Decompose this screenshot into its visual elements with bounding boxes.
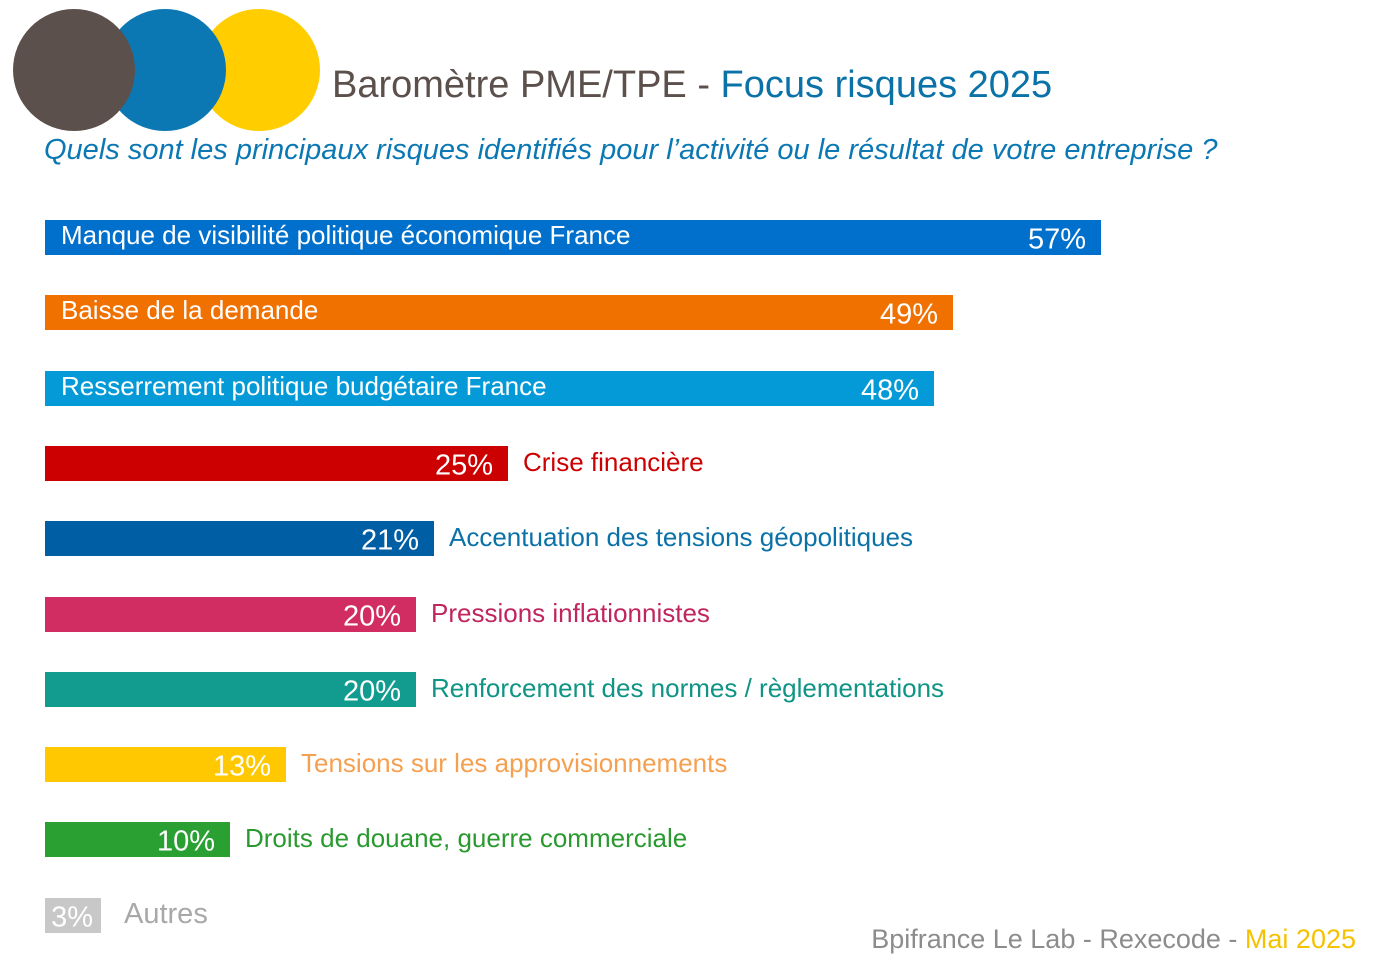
bar: 48% Resserrement politique budgétaire Fra… xyxy=(45,371,934,406)
bar-category-label: Droits de douane, guerre commerciale xyxy=(245,823,688,853)
bar: 20% xyxy=(45,672,416,707)
bar-category-label: Pressions inflationnistes xyxy=(431,598,710,628)
logo xyxy=(0,0,340,140)
chart-question: Quels sont les principaux risques identi… xyxy=(44,134,1218,166)
bar-category-label: Baisse de la demande xyxy=(61,294,319,325)
bar-category-label: Manque de visibilité politique économiqu… xyxy=(61,219,631,250)
title-main: Baromètre PME/TPE xyxy=(332,64,687,106)
bar-value-label: 48% xyxy=(860,373,919,406)
bar-category-label: Tensions sur les approvisionnements xyxy=(301,748,728,778)
title-separator: - xyxy=(697,64,710,106)
source-credit: Bpifrance Le Lab - Rexecode - Mai 2025 xyxy=(871,924,1356,955)
bar-category-label: Resserrement politique budgétaire France xyxy=(61,370,547,401)
logo-circle-brown xyxy=(13,9,135,131)
bar-category-label: Renforcement des normes / règlementation… xyxy=(431,673,945,703)
title-accent: Focus risques 2025 xyxy=(720,64,1053,106)
bar: 25% xyxy=(45,446,508,481)
bar-value-label: 3% xyxy=(51,900,93,933)
bar: 3% xyxy=(45,898,101,933)
bar-value-label: 49% xyxy=(879,297,938,330)
bar-value-label: 10% xyxy=(156,824,215,857)
bar: 13% xyxy=(45,747,286,782)
bar-value-label: 25% xyxy=(434,448,493,481)
bar-category-label: Autres xyxy=(124,898,208,930)
bar-category-label: Crise financière xyxy=(523,447,704,477)
bar-value-label: 21% xyxy=(360,523,419,556)
page-title: Baromètre PME/TPE - Focus risques 2025 xyxy=(332,64,1052,107)
bar: 21% xyxy=(45,521,434,556)
bar: 49% Baisse de la demande xyxy=(45,295,953,330)
bar: 20% xyxy=(45,597,416,632)
bar-category-label: Accentuation des tensions géopolitiques xyxy=(449,522,913,552)
source-date: Mai 2025 xyxy=(1244,924,1356,954)
bar: 57% Manque de visibilité politique économ… xyxy=(45,220,1101,255)
bar-value-label: 13% xyxy=(212,749,271,782)
bar-value-label: 20% xyxy=(342,674,401,707)
bar-value-label: 57% xyxy=(1027,222,1086,255)
bar-value-label: 20% xyxy=(342,599,401,632)
source-text: Bpifrance Le Lab - Rexecode - xyxy=(871,924,1238,954)
bar: 10% xyxy=(45,822,230,857)
